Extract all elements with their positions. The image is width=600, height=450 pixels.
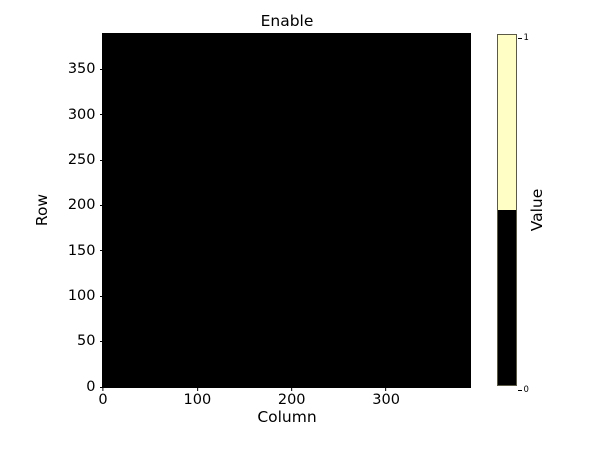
colorbar-tick-mark bbox=[518, 38, 522, 39]
x-tick-mark bbox=[102, 387, 104, 391]
colorbar-tick-label: 1 bbox=[523, 33, 529, 43]
colorbar[interactable] bbox=[497, 34, 517, 386]
colorbar-tick-0: 0 bbox=[518, 386, 529, 395]
axis-spine-left bbox=[102, 33, 103, 387]
y-axis-label: Row bbox=[33, 193, 51, 227]
y-tick-mark bbox=[99, 114, 103, 116]
y-tick-label: 100 bbox=[67, 288, 96, 305]
heatmap-image[interactable] bbox=[103, 33, 471, 387]
colorbar-band-high bbox=[498, 35, 516, 210]
axis-spine-bottom bbox=[103, 387, 471, 388]
y-tick-label: 300 bbox=[67, 106, 96, 123]
x-tick-label: 100 bbox=[183, 391, 212, 408]
x-tick-100: 100 bbox=[183, 387, 212, 408]
y-tick-label: 200 bbox=[67, 197, 96, 214]
y-tick-mark bbox=[99, 295, 103, 297]
x-tick-0: 0 bbox=[98, 387, 108, 408]
colorbar-band-low bbox=[498, 210, 516, 385]
colorbar-label: Value bbox=[528, 188, 546, 232]
x-tick-300: 300 bbox=[372, 387, 400, 408]
x-tick-mark bbox=[196, 387, 198, 391]
y-tick-mark bbox=[99, 250, 103, 252]
x-tick-label: 200 bbox=[277, 391, 306, 408]
y-tick-label: 50 bbox=[77, 333, 96, 350]
y-tick-mark bbox=[99, 205, 103, 207]
colorbar-tick-mark bbox=[518, 390, 522, 391]
x-tick-label: 300 bbox=[372, 391, 400, 408]
colorbar-tick-1: 1 bbox=[518, 34, 529, 43]
page-title: Enable bbox=[260, 12, 314, 30]
x-tick-200: 200 bbox=[278, 387, 306, 408]
y-tick-mark bbox=[99, 159, 103, 161]
x-tick-label: 0 bbox=[98, 391, 108, 408]
x-tick-mark bbox=[291, 387, 293, 391]
heatmap-axes[interactable]: 350 300 250 200 150 100 50 0 bbox=[68, 33, 471, 407]
y-tick-mark bbox=[99, 341, 103, 343]
y-tick-label: 0 bbox=[86, 378, 96, 395]
y-tick-mark bbox=[99, 386, 103, 388]
x-tick-mark bbox=[385, 387, 387, 391]
y-tick-label: 250 bbox=[67, 151, 96, 168]
x-axis-label: Column bbox=[257, 408, 317, 426]
colorbar-tick-label: 0 bbox=[523, 385, 529, 395]
y-tick-mark bbox=[99, 69, 103, 70]
y-tick-label: 350 bbox=[67, 61, 96, 78]
y-tick-label: 150 bbox=[67, 242, 96, 259]
